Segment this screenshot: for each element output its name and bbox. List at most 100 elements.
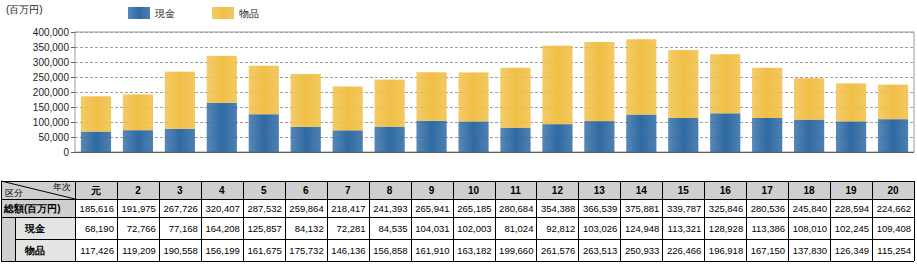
table-row-label: 総額(百万円) <box>3 203 61 214</box>
bar-segment <box>542 46 572 124</box>
table-label-bg <box>1 199 75 261</box>
table-cell: 339,787 <box>667 203 701 214</box>
bar-segment <box>249 66 279 115</box>
x-tick-label: 10 <box>468 185 480 196</box>
table-cell: 103,026 <box>583 223 617 234</box>
x-tick-label: 15 <box>678 185 690 196</box>
table-cell: 199,660 <box>499 245 533 256</box>
plot-frame <box>75 32 914 152</box>
table-border <box>662 181 663 261</box>
table-cell: 156,858 <box>373 245 407 256</box>
table-cell: 196,918 <box>709 245 743 256</box>
table-cell: 320,407 <box>205 203 239 214</box>
tick-mark <box>71 122 75 123</box>
table-cell: 84,535 <box>379 223 408 234</box>
table-cell: 190,558 <box>164 245 198 256</box>
table-border <box>620 181 621 261</box>
table-cell: 102,245 <box>835 223 869 234</box>
bar-segment <box>878 85 908 120</box>
table-cell: 108,010 <box>793 223 827 234</box>
grid-line <box>75 107 914 108</box>
bar-segment <box>458 72 488 121</box>
table-border <box>830 181 831 261</box>
bar-segment <box>584 121 614 152</box>
x-tick-label: 20 <box>887 185 899 196</box>
bar-segment <box>333 86 363 130</box>
table-border <box>285 181 286 261</box>
y-tick-label: 150,000 <box>33 102 70 113</box>
y-tick-label: 100,000 <box>33 117 70 128</box>
bar-segment <box>752 118 782 152</box>
table-cell: 267,726 <box>164 203 198 214</box>
x-tick-label: 4 <box>219 185 225 196</box>
table-border <box>201 181 202 261</box>
table-cell: 191,975 <box>122 203 156 214</box>
grid-line <box>75 152 914 153</box>
table-border <box>243 181 244 261</box>
x-tick-label: 16 <box>720 185 732 196</box>
tick-mark <box>71 92 75 93</box>
bar-segment <box>794 78 824 119</box>
table-corner-label: 区分 <box>5 188 23 198</box>
legend-swatch <box>212 7 234 19</box>
x-tick-label: 9 <box>429 185 435 196</box>
table-cell: 228,594 <box>835 203 869 214</box>
table-cell: 224,662 <box>877 203 911 214</box>
table-border <box>1 261 914 262</box>
table-border <box>15 217 16 261</box>
table-cell: 261,576 <box>541 245 575 256</box>
x-tick-label: 17 <box>762 185 774 196</box>
table-border <box>75 181 76 261</box>
table-cell: 119,209 <box>122 245 156 256</box>
bar-segment <box>207 103 237 152</box>
x-tick-label: 2 <box>135 185 141 196</box>
table-border <box>453 181 454 261</box>
x-tick-label: 6 <box>303 185 309 196</box>
table-cell: 72,281 <box>337 223 366 234</box>
table-cell: 84,132 <box>295 223 324 234</box>
table-cell: 68,190 <box>85 223 114 234</box>
tick-mark <box>71 62 75 63</box>
table-cell: 102,003 <box>457 223 491 234</box>
bar-segment <box>333 130 363 152</box>
table-cell: 104,031 <box>415 223 449 234</box>
bar-segment <box>668 50 698 118</box>
x-tick-label: 5 <box>261 185 267 196</box>
table-border <box>411 181 412 261</box>
grid-line <box>75 92 914 93</box>
grid-line <box>75 137 914 138</box>
bar-segment <box>710 113 740 152</box>
table-cell: 226,466 <box>667 245 701 256</box>
bar-segment <box>375 80 405 127</box>
table-cell: 250,933 <box>625 245 659 256</box>
legend-label: 物品 <box>239 8 259 19</box>
table-cell: 81,024 <box>504 223 533 234</box>
y-tick-label: 50,000 <box>38 132 69 143</box>
table-row-label: 現金 <box>24 223 46 234</box>
table-border <box>327 181 328 261</box>
y-tick-label: 350,000 <box>33 42 70 53</box>
table-cell: 146,136 <box>331 245 365 256</box>
y-axis-title: (百万円) <box>6 4 43 15</box>
table-border <box>369 181 370 261</box>
x-tick-label: 14 <box>636 185 648 196</box>
grid-line <box>75 32 914 33</box>
y-tick-label: 250,000 <box>33 72 70 83</box>
bar-segment <box>752 68 782 118</box>
table-cell: 280,684 <box>499 203 533 214</box>
grid-line <box>75 77 914 78</box>
table-cell: 185,616 <box>80 203 114 214</box>
bar-segment <box>710 54 740 113</box>
table-border <box>788 181 789 261</box>
table-cell: 128,928 <box>709 223 743 234</box>
table-cell: 113,321 <box>668 223 702 234</box>
table-cell: 77,168 <box>169 223 198 234</box>
table-border <box>159 181 160 261</box>
bar-segment <box>249 114 279 152</box>
table-cell: 175,732 <box>289 245 323 256</box>
bar-segment <box>668 118 698 152</box>
table-cell: 117,426 <box>80 245 114 256</box>
table-border <box>704 181 705 261</box>
bar-segment <box>458 121 488 152</box>
y-tick-label: 0 <box>63 147 69 158</box>
